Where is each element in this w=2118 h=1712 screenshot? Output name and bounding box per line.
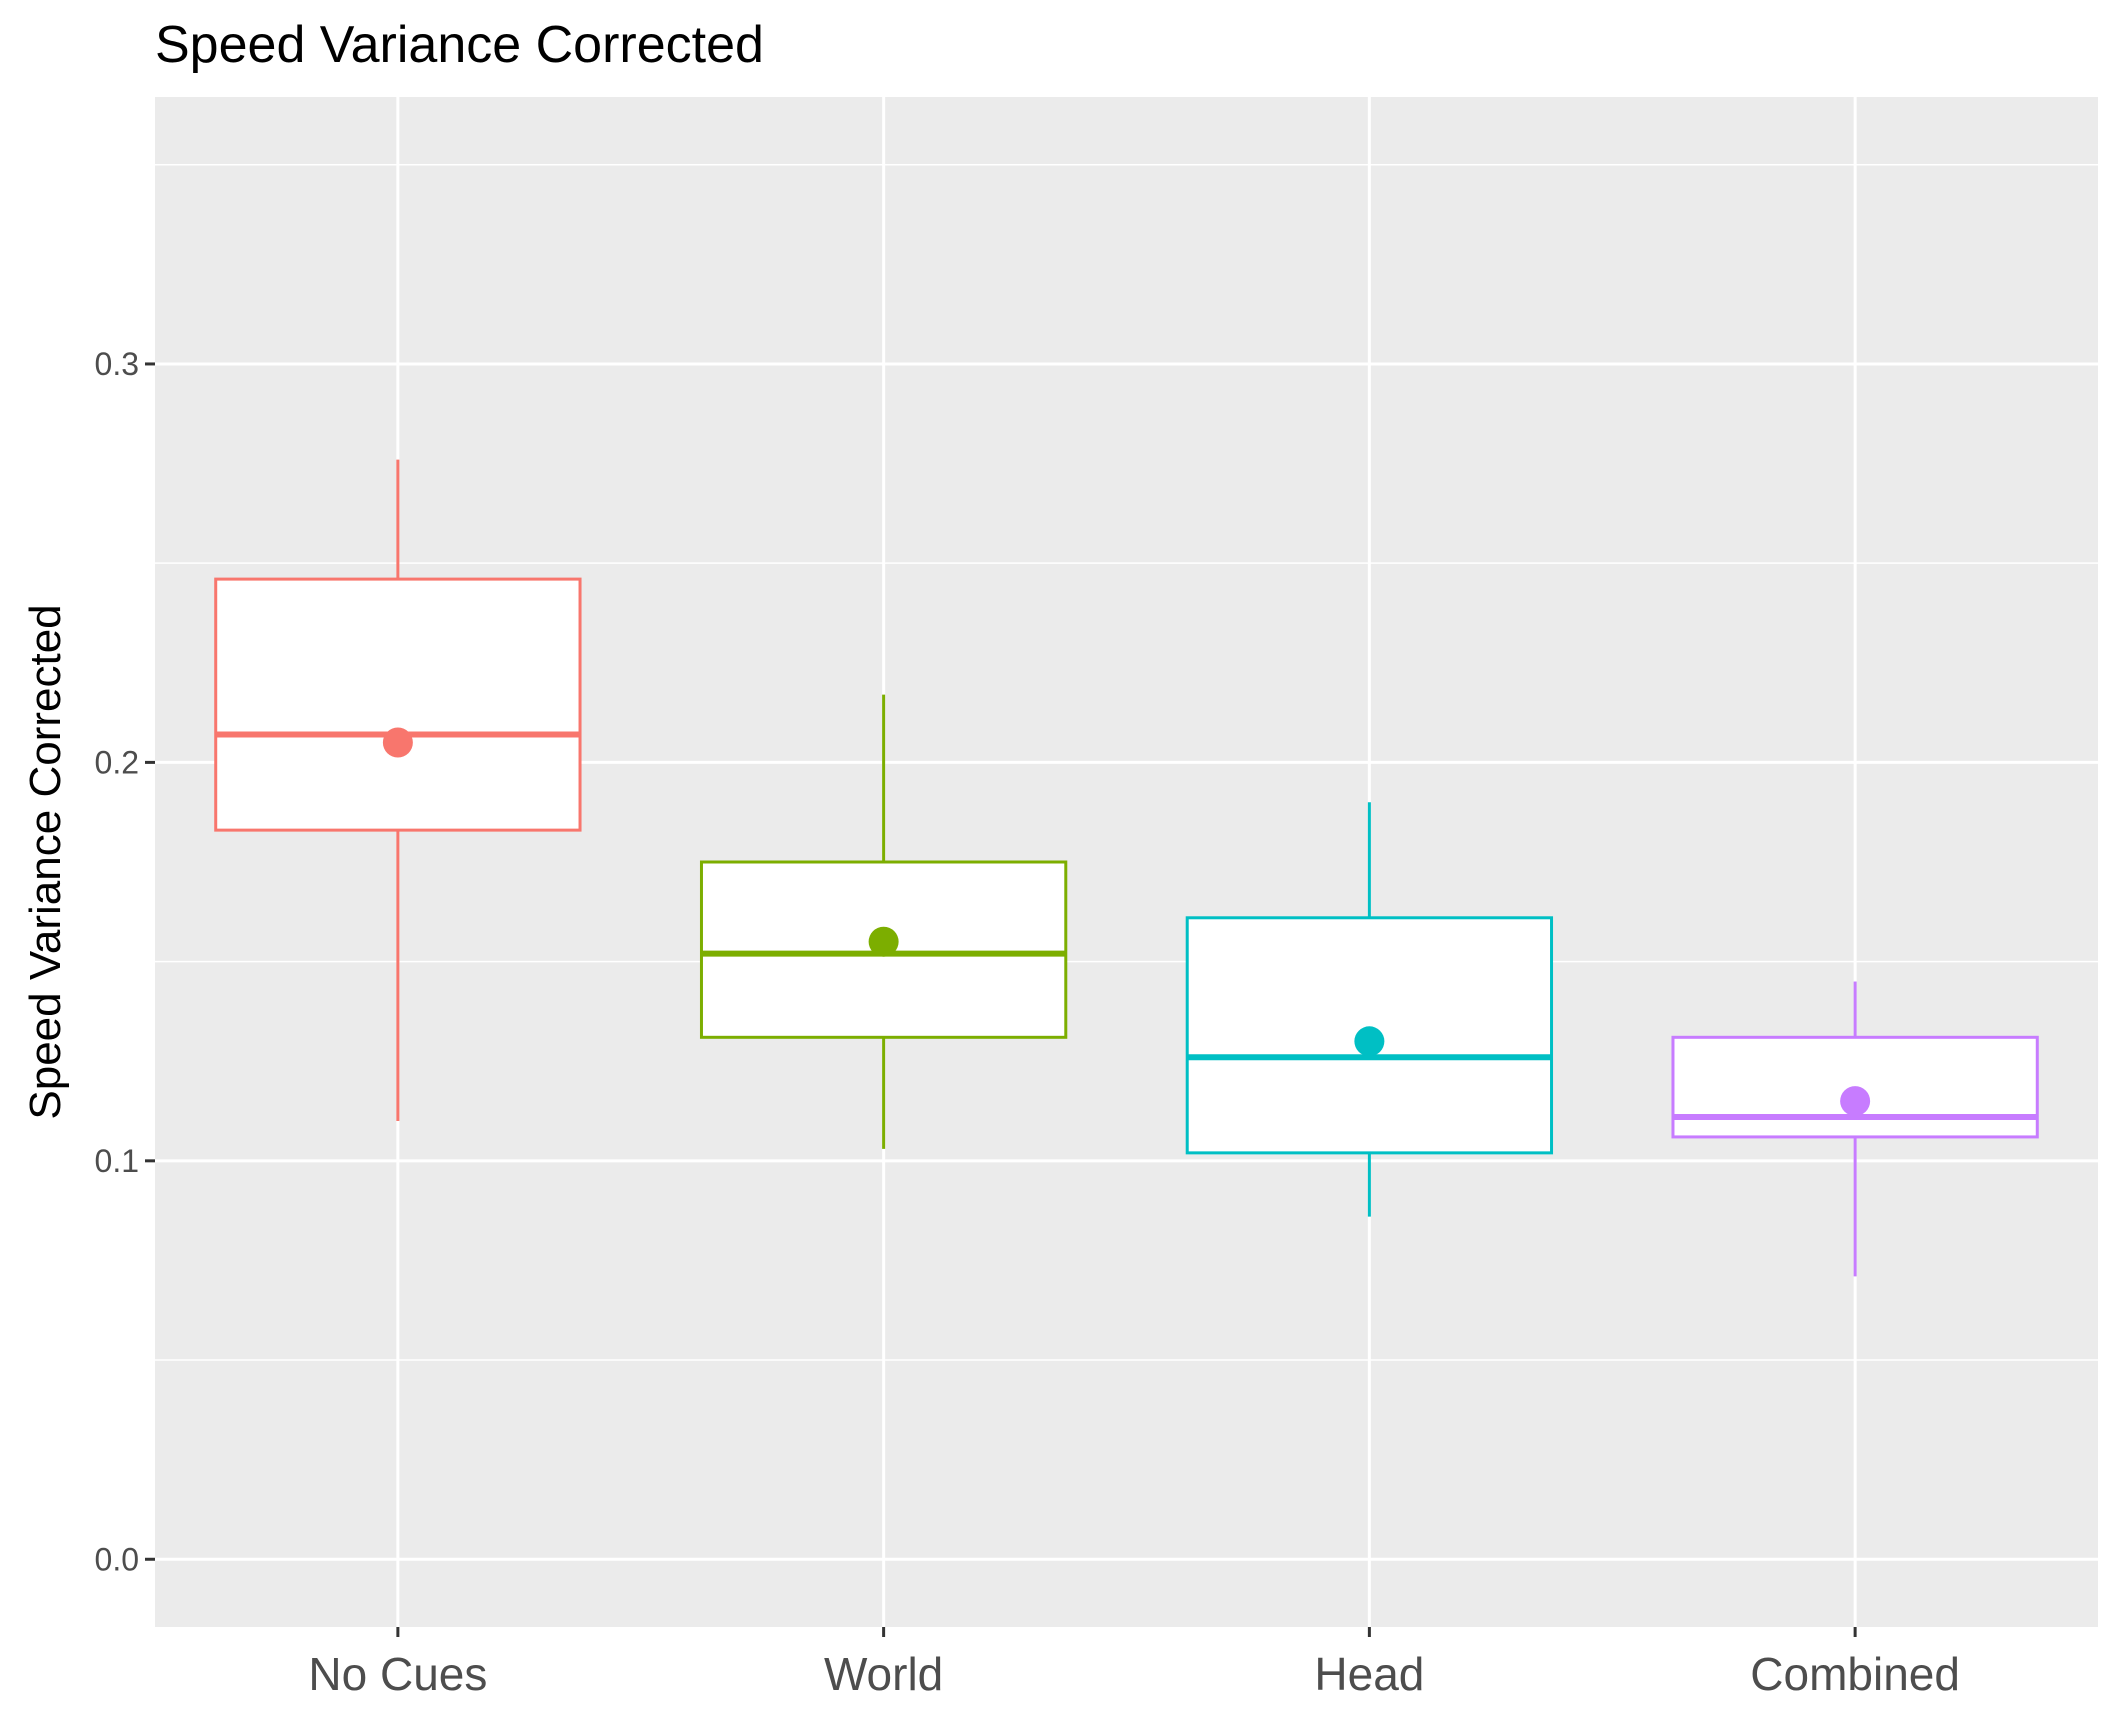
x-tick-label: World (824, 1648, 943, 1700)
y-tick-label: 0.3 (95, 346, 139, 382)
boxplot-no-cues (214, 459, 582, 1121)
x-axis: No Cues World Head Combined (308, 1627, 1960, 1700)
x-tick-label: Combined (1750, 1648, 1960, 1700)
y-axis-label: Speed Variance Corrected (21, 604, 70, 1119)
boxplot-head (1185, 802, 1554, 1217)
boxplot-combined (1671, 981, 2039, 1277)
chart-title: Speed Variance Corrected (155, 16, 764, 74)
boxplot-world (699, 694, 1068, 1149)
x-tick-label: Head (1314, 1648, 1424, 1700)
x-tick-label: No Cues (308, 1648, 487, 1700)
mean-point (382, 727, 413, 758)
y-tick-label: 0.0 (95, 1541, 139, 1577)
box (214, 577, 582, 832)
mean-point (868, 926, 899, 957)
minor-gridlines (155, 163, 2098, 1361)
y-tick-label: 0.1 (95, 1143, 139, 1179)
mean-point (1354, 1026, 1385, 1057)
mean-point (1840, 1086, 1871, 1117)
boxplots (214, 459, 2039, 1277)
plot-panel (155, 97, 2098, 1627)
y-tick-label: 0.2 (95, 744, 139, 780)
y-axis: 0.0 0.1 0.2 0.3 (95, 346, 155, 1577)
